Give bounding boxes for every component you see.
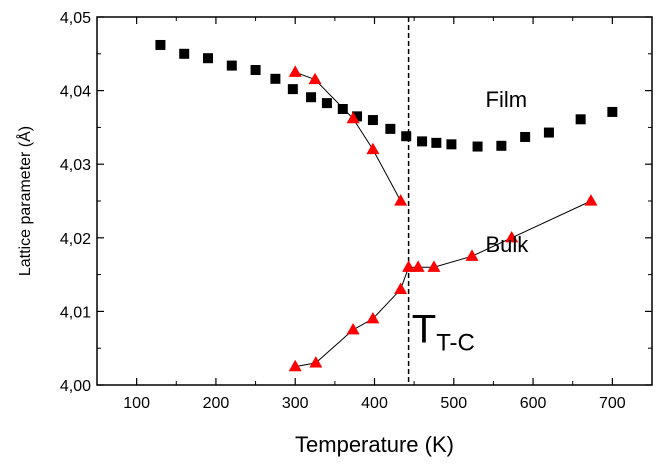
bulk-data-point — [402, 260, 416, 272]
bulk-data-point — [505, 230, 519, 243]
tc-subscript: T-C — [436, 329, 475, 356]
series-1-line — [295, 71, 402, 202]
x-axis-title: Temperature (K) — [295, 432, 454, 457]
bulk-label: Bulk — [486, 232, 530, 257]
bulk-data-point — [366, 311, 380, 324]
film-data-point — [306, 92, 317, 103]
bulk-data-point — [346, 111, 360, 124]
transition-temperature-label: TT-C — [412, 307, 475, 356]
film-data-point — [417, 136, 428, 147]
film-data-point — [270, 73, 281, 84]
marks-layer — [155, 39, 618, 372]
x-tick-label: 400 — [361, 395, 388, 412]
film-data-point — [287, 84, 298, 95]
y-tick-label: 4,05 — [60, 10, 91, 27]
bulk-data-point — [411, 260, 425, 272]
film-data-point — [431, 137, 442, 148]
x-tick-label: 500 — [440, 395, 467, 412]
bulk-data-point — [427, 260, 441, 272]
film-data-point — [472, 141, 483, 152]
film-data-point — [179, 48, 190, 59]
bulk-data-point — [584, 194, 598, 206]
x-tick-label: 300 — [282, 395, 309, 412]
y-tick-label: 4,02 — [60, 231, 91, 248]
y-tick-label: 4,03 — [60, 157, 91, 174]
film-data-point — [607, 106, 618, 117]
bulk-data-point — [346, 322, 360, 335]
x-tick-label: 100 — [123, 395, 150, 412]
y-tick-label: 4,00 — [60, 378, 91, 395]
bulk-data-point — [394, 282, 408, 294]
plot-frame — [96, 16, 653, 386]
film-data-point — [401, 131, 412, 142]
film-data-point — [203, 53, 213, 64]
bulk-data-point — [465, 249, 479, 261]
film-data-point — [446, 139, 457, 150]
film-data-point — [352, 111, 363, 122]
film-data-point — [337, 104, 348, 114]
bulk-data-point — [288, 359, 302, 372]
bulk-data-point — [288, 65, 302, 77]
label-layer: Temperature (K) Lattice parameter (Å) Fi… — [15, 87, 529, 457]
x-tick-label: 200 — [203, 395, 230, 412]
y-axis-title: Lattice parameter (Å) — [15, 126, 34, 276]
bulk-data-point — [308, 72, 322, 85]
film-data-point — [321, 98, 332, 109]
tc-main: T — [412, 307, 436, 351]
film-data-point — [496, 140, 507, 151]
film-data-point — [520, 131, 531, 142]
bulk-data-point — [366, 142, 380, 155]
bulk-data-point — [309, 356, 323, 368]
film-data-point — [367, 115, 378, 126]
y-tick-label: 4,01 — [60, 304, 91, 321]
film-label: Film — [486, 87, 528, 112]
axis-layer: 100 200 300 400 500 600 700 4,00 4,01 4,02 4,03 4,0… — [60, 10, 653, 412]
film-data-point — [250, 64, 261, 75]
x-tick-label: 700 — [599, 395, 626, 412]
y-tick-label: 4,04 — [60, 84, 91, 101]
film-data-point — [543, 127, 554, 138]
film-data-point — [575, 114, 586, 125]
bulk-data-point — [394, 194, 408, 206]
film-data-point — [226, 60, 237, 71]
x-tick-label: 600 — [520, 395, 547, 412]
film-data-point — [385, 123, 396, 134]
film-data-point — [155, 39, 166, 50]
